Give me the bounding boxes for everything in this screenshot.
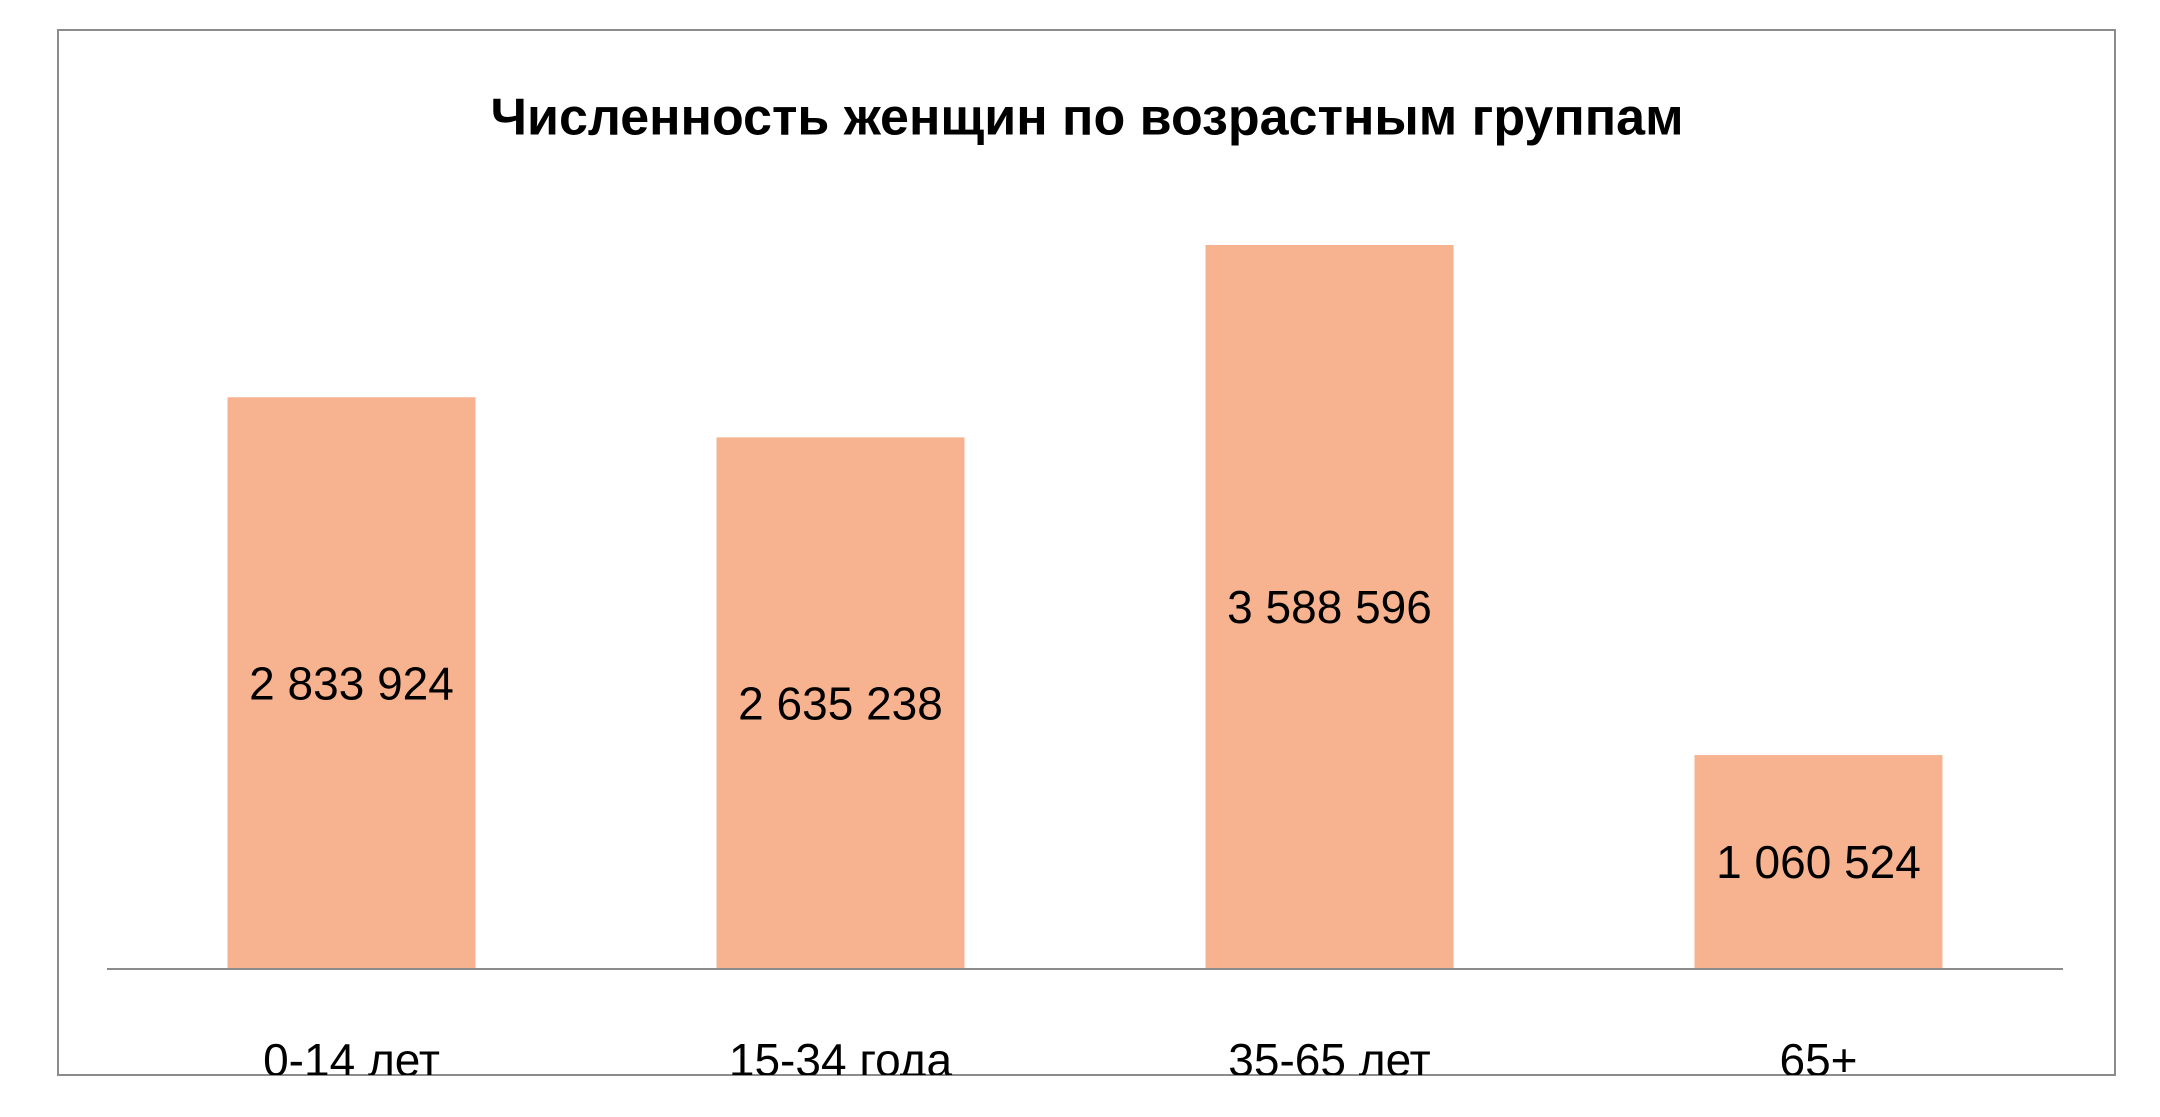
bar xyxy=(227,397,476,969)
data-label: 3 588 596 xyxy=(1227,581,1432,633)
x-tick-label: 35-65 лет xyxy=(1228,1034,1430,1086)
bar xyxy=(1694,755,1943,969)
data-label: 2 833 924 xyxy=(249,657,454,709)
plot-area: 2 833 924 0-14 лет 2 635 238 15-34 года 3 58… xyxy=(107,245,2063,1086)
x-tick-label: 0-14 лет xyxy=(263,1034,440,1086)
bar xyxy=(716,437,965,969)
chart-title: Численность женщин по возрастным группам xyxy=(490,89,1683,147)
x-tick-label: 15-34 года xyxy=(729,1034,953,1086)
bar xyxy=(1205,245,1454,969)
x-tick-label: 65+ xyxy=(1779,1034,1857,1086)
data-label: 1 060 524 xyxy=(1716,836,1921,888)
data-label: 2 635 238 xyxy=(738,677,943,729)
